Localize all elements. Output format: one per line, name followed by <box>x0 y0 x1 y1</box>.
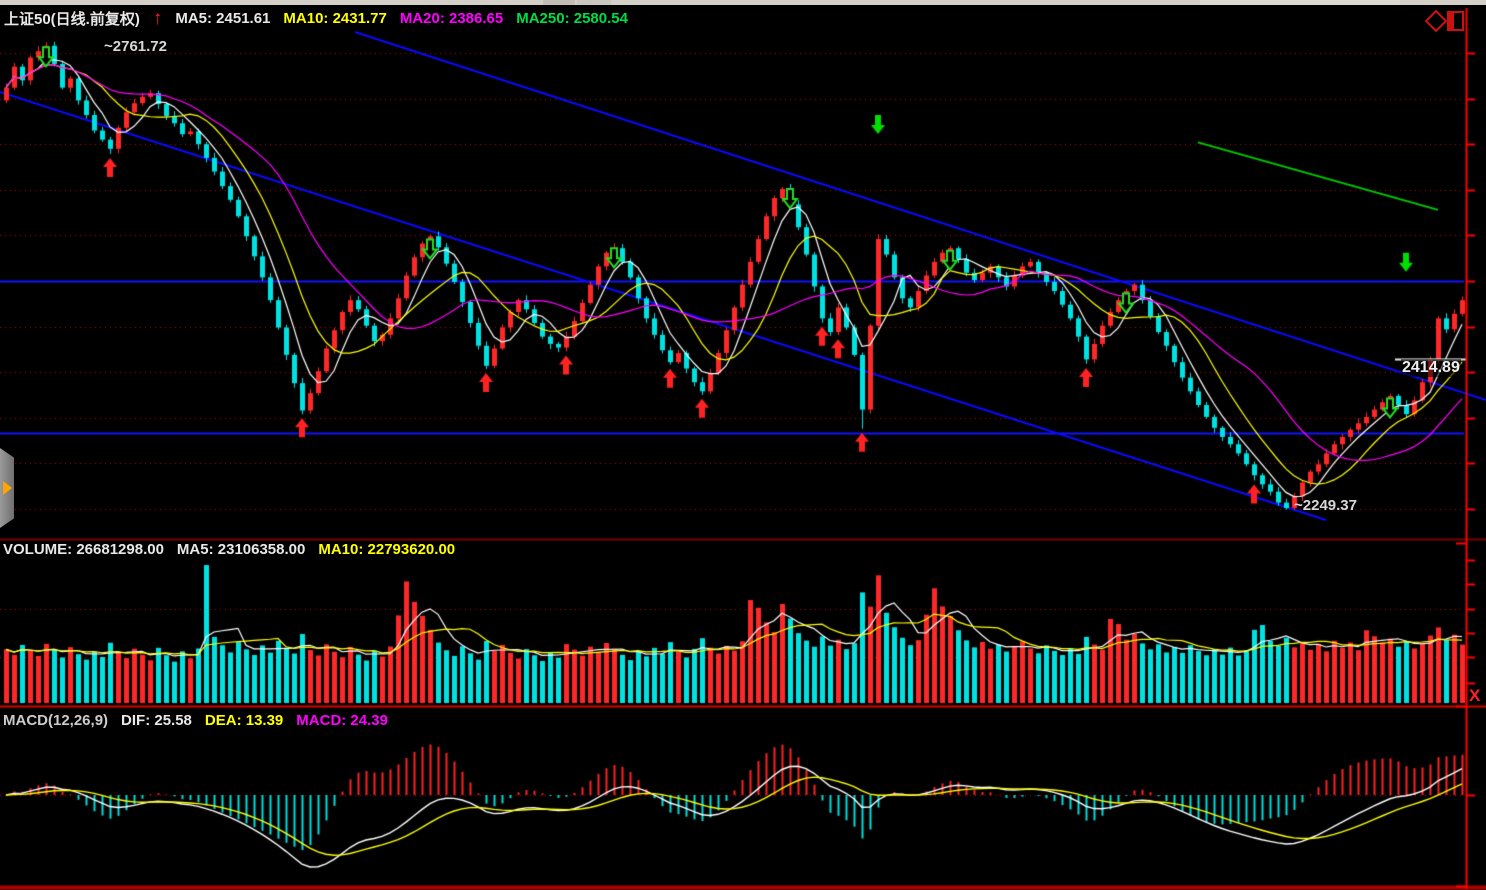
volume-panel-header: VOLUME: 26681298.00 MA5: 23106358.00 MA1… <box>3 541 455 558</box>
split-window-pane <box>1449 13 1456 29</box>
macd-panel-header: MACD(12,26,9) DIF: 25.58 DEA: 13.39 MACD… <box>3 712 388 729</box>
top-toolbar-strip <box>0 0 1486 5</box>
expand-triangle-icon <box>3 481 12 495</box>
toolbar-segment <box>1200 0 1400 5</box>
dif-value-label: DIF: 25.58 <box>121 712 192 729</box>
toolbar-segment <box>577 0 611 5</box>
toolbar-segment <box>543 0 575 5</box>
volume-ma5-value-label: MA5: 23106358.00 <box>176 541 306 558</box>
price-marker-label: 2414.89 <box>1401 359 1461 377</box>
macd-value-label: MACD: 24.39 <box>296 712 388 729</box>
stock-title: 上证50(日线.前复权) <box>4 11 140 28</box>
dea-value-label: DEA: 13.39 <box>204 712 284 729</box>
ma5-value-label: MA5: 2451.61 <box>175 10 271 27</box>
low-price-annotation: ~2249.37 <box>1294 497 1357 514</box>
volume-ma10-value-label: MA10: 22793620.00 <box>318 541 456 558</box>
split-window-icon[interactable] <box>1447 11 1464 31</box>
volume-value-label: VOLUME: 26681298.00 <box>3 541 164 558</box>
up-arrow-icon: ↑ <box>152 7 163 29</box>
macd-title-label: MACD(12,26,9) <box>3 712 109 729</box>
indicator-close-button[interactable]: X <box>1469 686 1481 705</box>
ma20-value-label: MA20: 2386.65 <box>399 10 504 27</box>
ma250-value-label: MA250: 2580.54 <box>516 10 628 27</box>
ma10-value-label: MA10: 2431.77 <box>283 10 387 27</box>
sidebar-expand-handle[interactable] <box>0 448 14 528</box>
high-price-annotation: ~2761.72 <box>104 38 167 55</box>
main-chart-header: 上证50(日线.前复权) ↑ MA5: 2451.61 MA10: 2431.7… <box>4 8 628 29</box>
